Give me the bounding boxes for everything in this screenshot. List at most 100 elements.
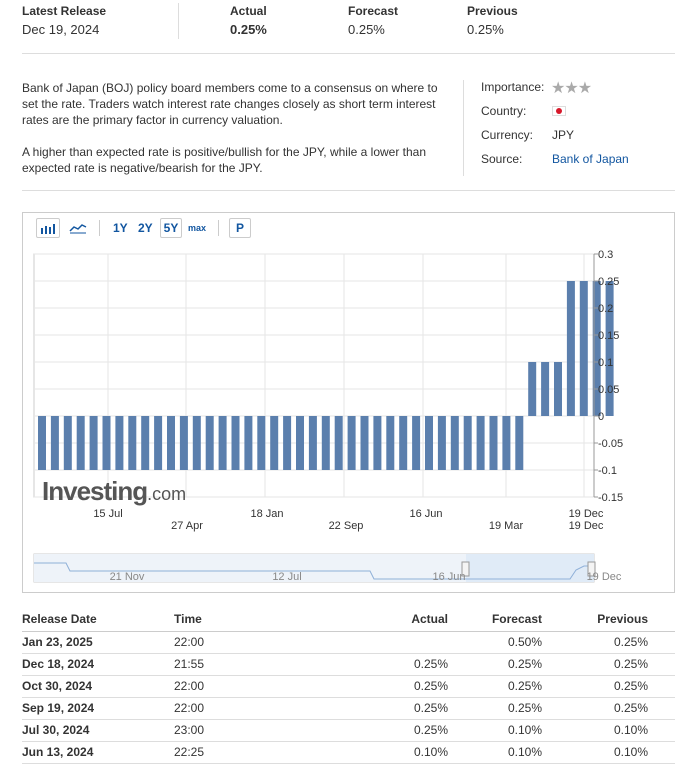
previous-value: 0.25% bbox=[467, 22, 504, 37]
bar bbox=[425, 416, 433, 470]
watermark-suffix: .com bbox=[147, 484, 187, 504]
bar bbox=[360, 416, 369, 470]
bar bbox=[231, 416, 240, 470]
currency-value: JPY bbox=[552, 128, 575, 142]
time-cell: 22:25 bbox=[174, 741, 330, 764]
y-tick-label: 0.25 bbox=[598, 276, 619, 288]
chart-navigator: 21 Nov 12 Jul 16 Jun 19 Dec bbox=[33, 553, 622, 583]
source-label: Source: bbox=[481, 152, 523, 166]
bar bbox=[541, 362, 550, 416]
actual-value: 0.25% bbox=[230, 22, 267, 37]
source-link[interactable]: Bank of Japan bbox=[552, 152, 629, 166]
japan-flag-icon bbox=[552, 106, 566, 116]
previous-cell: 0.25% bbox=[550, 631, 675, 654]
navigator-label: 16 Jun bbox=[432, 571, 465, 583]
forecast-cell: 0.10% bbox=[452, 741, 550, 764]
forecast-label: Forecast bbox=[348, 4, 399, 18]
bar bbox=[128, 416, 137, 470]
table-header-row: Release Date Time Actual Forecast Previo… bbox=[22, 607, 675, 632]
bar bbox=[205, 416, 214, 470]
main-chart: 0.3 0.25 0.2 0.15 0.1 0.05 0 -0.05 -0.1 -0.15 15 … bbox=[33, 249, 623, 583]
table-row: Jan 23, 2025 22:00 0.50% 0.25% bbox=[22, 631, 675, 654]
table-row: Dec 18, 2024 21:55 0.25% 0.25% 0.25% bbox=[22, 653, 675, 676]
release-date-cell: Dec 18, 2024 bbox=[22, 653, 174, 676]
navigator-handle-right bbox=[587, 561, 596, 577]
navigator-label: 12 Jul bbox=[272, 571, 301, 583]
release-date-cell: Sep 19, 2024 bbox=[22, 697, 174, 720]
bar bbox=[334, 416, 343, 470]
line-chart-icon[interactable] bbox=[66, 218, 90, 238]
range-max-button[interactable]: max bbox=[188, 223, 207, 233]
y-tick-label: -0.1 bbox=[598, 465, 617, 477]
chart-y-axis: 0.3 0.25 0.2 0.15 0.1 0.05 0 -0.05 -0.1 -0.15 bbox=[593, 249, 623, 504]
bar bbox=[179, 416, 188, 470]
bar bbox=[412, 416, 421, 470]
bar bbox=[296, 416, 304, 470]
description-para-2: A higher than expected rate is positive/… bbox=[22, 145, 427, 175]
history-table: Release Date Time Actual Forecast Previo… bbox=[22, 607, 675, 764]
range-1y-button[interactable]: 1Y bbox=[113, 221, 128, 235]
previous-cell: 0.25% bbox=[550, 675, 675, 698]
x-tick-label: 18 Jan bbox=[250, 508, 283, 520]
bar bbox=[308, 416, 317, 470]
importance-stars-icon: ★★★ bbox=[551, 80, 592, 97]
country-label: Country: bbox=[481, 104, 527, 118]
release-date-cell: Jul 30, 2024 bbox=[22, 719, 174, 742]
bar bbox=[605, 281, 614, 416]
range-5y-button[interactable]: 5Y bbox=[160, 218, 182, 238]
p-button[interactable]: P bbox=[229, 218, 251, 238]
x-tick-label: 19 Dec bbox=[569, 508, 604, 520]
x-tick-label: 19 Mar bbox=[489, 520, 524, 532]
bar-chart-icon[interactable] bbox=[36, 218, 60, 238]
bar bbox=[63, 416, 72, 470]
header-separator bbox=[178, 3, 179, 39]
actual-label: Actual bbox=[230, 4, 267, 18]
table-row: Sep 19, 2024 22:00 0.25% 0.25% 0.25% bbox=[22, 697, 675, 720]
col-time[interactable]: Time bbox=[174, 607, 330, 632]
description-divider bbox=[22, 190, 675, 191]
bar bbox=[476, 416, 485, 470]
col-previous[interactable]: Previous bbox=[550, 607, 675, 632]
y-tick-label: 0 bbox=[598, 411, 604, 423]
previous-cell: 0.25% bbox=[550, 653, 675, 676]
bar bbox=[463, 416, 472, 470]
watermark-brand: Investing bbox=[42, 476, 148, 506]
header-divider bbox=[22, 53, 675, 54]
bar bbox=[373, 416, 382, 470]
y-tick-label: 0.05 bbox=[598, 384, 619, 396]
col-forecast[interactable]: Forecast bbox=[452, 607, 550, 632]
bar bbox=[592, 281, 601, 416]
time-cell: 22:00 bbox=[174, 675, 330, 698]
bar bbox=[489, 416, 498, 470]
navigator-series bbox=[34, 562, 594, 580]
importance-label: Importance: bbox=[481, 80, 545, 94]
chart-x-axis: 15 Jul 18 Jan 16 Jun 19 Dec 27 Apr 22 Sep 19 M… bbox=[93, 508, 604, 532]
navigator-selection bbox=[466, 554, 594, 582]
release-date-cell: Oct 30, 2024 bbox=[22, 675, 174, 698]
toolbar-separator-2 bbox=[218, 220, 219, 236]
navigator-label: 19 Dec bbox=[587, 571, 622, 583]
navigator-handle-left bbox=[461, 561, 470, 577]
bar bbox=[528, 362, 537, 416]
forecast-cell: 0.10% bbox=[452, 719, 550, 742]
previous-cell: 0.10% bbox=[550, 741, 675, 764]
y-tick-label: 0.2 bbox=[598, 303, 613, 315]
col-actual[interactable]: Actual bbox=[330, 607, 452, 632]
actual-cell bbox=[330, 631, 452, 654]
navigator-left-mask bbox=[34, 554, 466, 582]
currency-label: Currency: bbox=[481, 128, 534, 142]
bar bbox=[399, 416, 408, 470]
bar bbox=[167, 416, 175, 470]
bar bbox=[115, 416, 124, 470]
bar bbox=[515, 416, 524, 470]
col-release-date[interactable]: Release Date bbox=[22, 607, 174, 632]
latest-release-label: Latest Release bbox=[22, 4, 107, 18]
toolbar-separator bbox=[99, 220, 100, 236]
forecast-cell: 0.50% bbox=[452, 631, 550, 654]
y-tick-label: 0.1 bbox=[598, 357, 613, 369]
range-2y-button[interactable]: 2Y bbox=[138, 221, 153, 235]
actual-cell: 0.25% bbox=[330, 675, 452, 698]
time-cell: 21:55 bbox=[174, 653, 330, 676]
x-tick-label: 22 Sep bbox=[329, 520, 364, 532]
bar bbox=[450, 416, 459, 470]
